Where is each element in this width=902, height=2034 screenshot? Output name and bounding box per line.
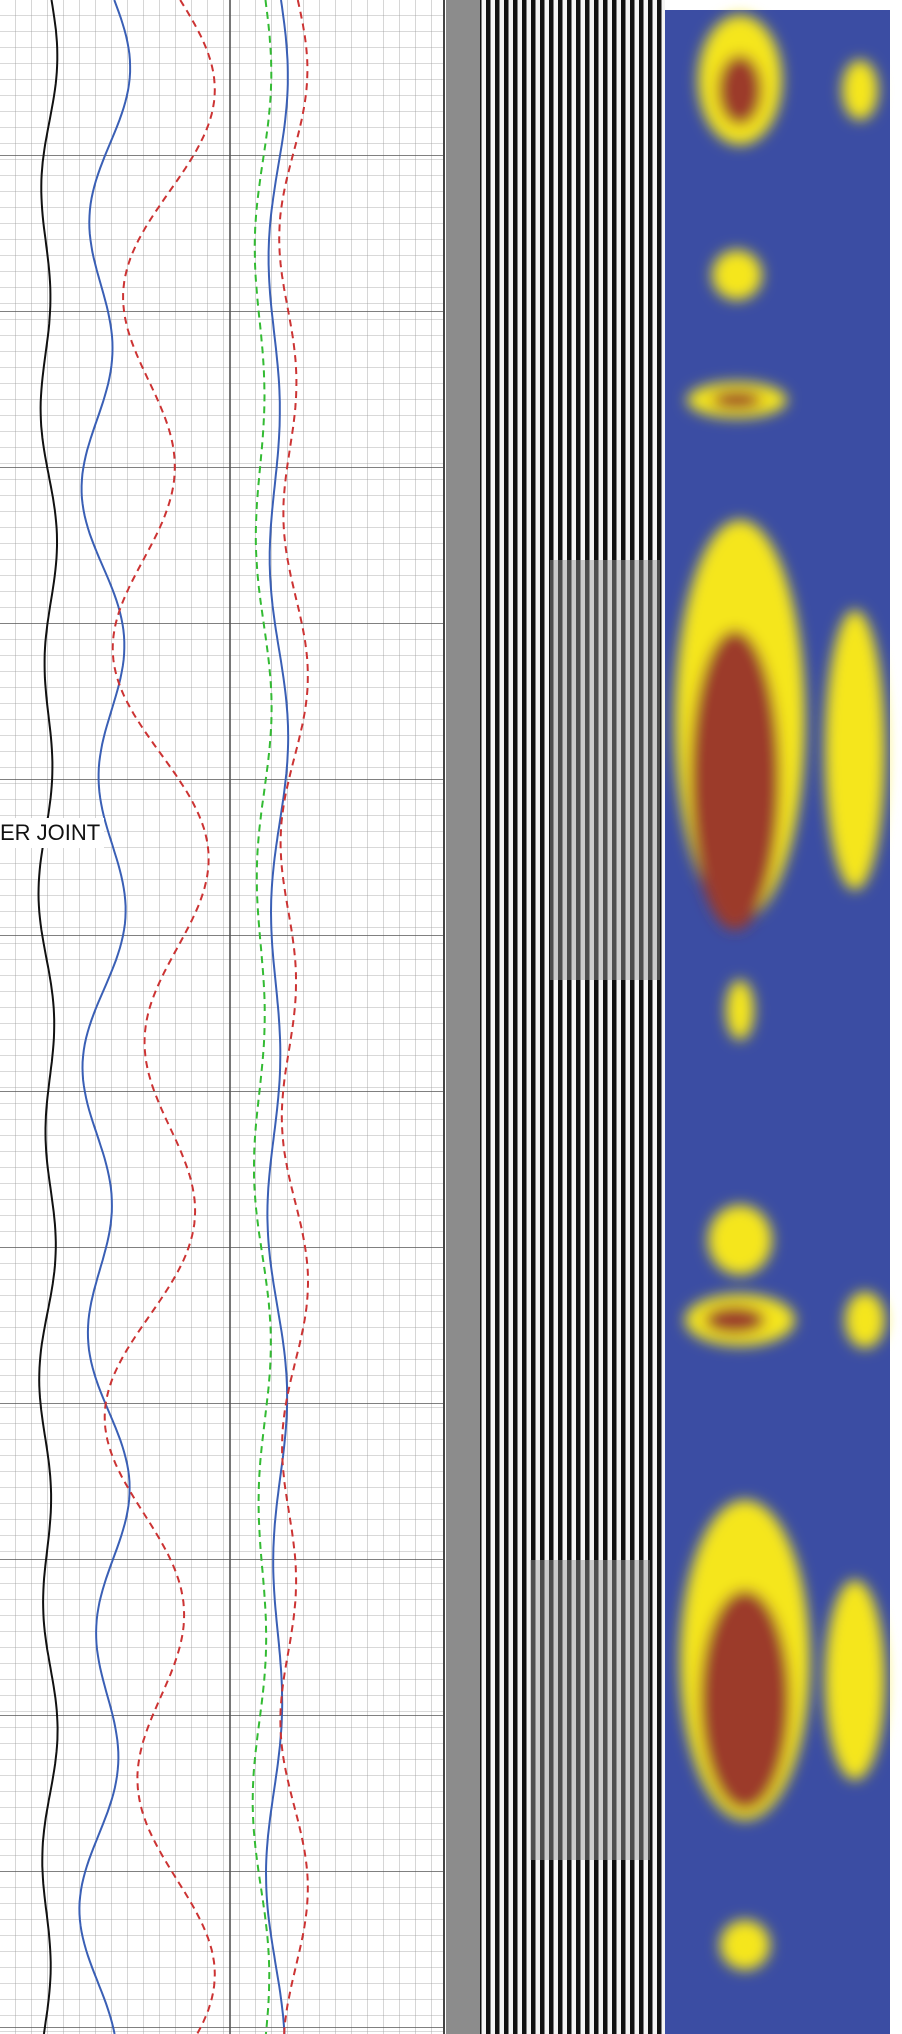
- log-curves: [37, 0, 309, 2034]
- vdl-traces: [480, 0, 665, 2034]
- blob: [825, 1580, 885, 1780]
- blob: [825, 610, 885, 890]
- log-curve: [37, 0, 59, 2034]
- major-grid: [0, 0, 445, 2034]
- blob: [712, 391, 762, 409]
- blob: [700, 1590, 790, 1810]
- blob: [712, 250, 762, 300]
- blob: [726, 980, 754, 1040]
- blob: [705, 1306, 765, 1334]
- log-curve: [78, 0, 132, 2034]
- log-curve: [251, 0, 273, 2034]
- blob: [845, 1292, 885, 1348]
- log-curve: [103, 0, 216, 2034]
- blob: [718, 55, 762, 125]
- annotation: ER JOINT: [0, 818, 105, 848]
- vdl-noise: [530, 1560, 650, 1860]
- blob: [720, 1920, 770, 1970]
- blob: [842, 60, 878, 120]
- depth-bar: [446, 0, 480, 2034]
- cement-map-blobs: [675, 15, 885, 1970]
- blob: [690, 630, 780, 930]
- vdl-noise: [550, 560, 660, 980]
- log-curve: [264, 0, 290, 2034]
- blob: [708, 1205, 772, 1275]
